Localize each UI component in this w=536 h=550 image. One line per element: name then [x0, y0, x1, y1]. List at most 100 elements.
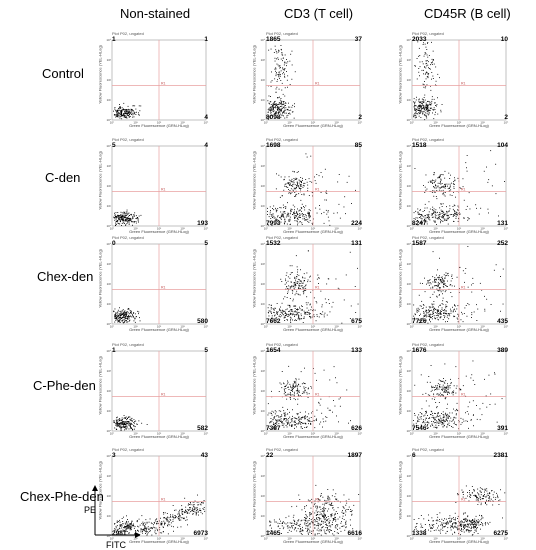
event-dot: [289, 310, 290, 312]
event-dot: [429, 296, 431, 298]
event-dot: [424, 215, 426, 216]
event-dot: [197, 511, 199, 513]
event-dot: [295, 281, 297, 283]
event-dot: [441, 206, 443, 207]
event-dot: [293, 519, 295, 521]
event-dot: [327, 495, 329, 497]
event-dot: [424, 524, 426, 525]
event-dot: [309, 212, 310, 214]
event-dot: [485, 502, 486, 504]
event-dot: [192, 509, 194, 511]
event-dot: [284, 54, 286, 56]
event-dot: [279, 314, 281, 315]
event-dot: [434, 285, 435, 287]
event-dot: [175, 509, 177, 511]
event-dot: [133, 116, 135, 118]
event-dot: [452, 391, 453, 393]
event-dot: [297, 385, 299, 387]
event-dot: [422, 527, 424, 528]
event-dot: [453, 519, 455, 520]
event-dot: [429, 524, 430, 525]
event-dot: [465, 512, 466, 514]
event-dot: [135, 531, 137, 533]
event-dot: [117, 212, 119, 213]
event-dot: [481, 488, 483, 490]
event-dot: [280, 106, 281, 107]
event-dot: [285, 288, 287, 290]
event-dot: [428, 376, 430, 377]
event-dot: [337, 513, 338, 514]
event-dot: [128, 421, 130, 423]
event-dot: [279, 77, 280, 79]
event-dot: [276, 426, 277, 428]
x-tick-label: 10²: [311, 121, 315, 125]
gate-label: R1: [161, 498, 166, 502]
event-dot: [182, 517, 184, 519]
event-dot: [282, 107, 283, 109]
event-dot: [424, 119, 426, 121]
event-dot: [278, 420, 280, 422]
event-dot: [285, 112, 287, 114]
event-dot: [443, 216, 445, 217]
event-dot: [279, 96, 280, 98]
event-dot: [463, 526, 465, 527]
event-dot: [418, 518, 420, 519]
event-dot: [448, 210, 450, 212]
event-dot: [314, 512, 316, 514]
event-dot: [127, 526, 129, 528]
event-dot: [134, 318, 136, 319]
event-dot: [414, 218, 416, 220]
event-dot: [282, 406, 284, 408]
event-dot: [278, 71, 280, 73]
event-dot: [304, 182, 306, 184]
event-dot: [130, 108, 132, 110]
event-dot: [128, 527, 130, 528]
event-dot: [187, 524, 188, 526]
event-dot: [336, 524, 338, 526]
event-dot: [274, 105, 276, 107]
event-dot: [120, 422, 121, 424]
event-dot: [437, 185, 439, 187]
event-dot: [120, 313, 122, 315]
event-dot: [153, 526, 155, 528]
event-dot: [319, 518, 320, 520]
event-dot: [304, 506, 306, 507]
event-dot: [456, 385, 458, 387]
event-dot: [292, 189, 294, 191]
event-dot: [415, 105, 417, 107]
event-dot: [464, 528, 465, 529]
event-dot: [113, 420, 115, 422]
event-dot: [197, 504, 199, 505]
event-dot: [121, 320, 123, 322]
event-dot: [440, 279, 442, 281]
event-dot: [162, 526, 164, 528]
event-dot: [435, 281, 436, 283]
event-dot: [281, 101, 282, 103]
event-dot: [290, 389, 292, 391]
event-dot: [327, 278, 329, 280]
event-dot: [323, 515, 325, 517]
event-dot: [124, 423, 125, 425]
event-dot: [431, 385, 432, 387]
event-dot: [418, 319, 420, 321]
event-dot: [295, 285, 297, 286]
event-dot: [454, 532, 456, 534]
event-dot: [474, 518, 476, 520]
event-dot: [280, 218, 282, 220]
event-dot: [286, 272, 288, 274]
event-dot: [283, 64, 285, 66]
event-dot: [435, 520, 437, 522]
event-dot: [283, 418, 285, 420]
event-dot: [151, 534, 153, 536]
event-dot: [127, 423, 129, 425]
event-dot: [345, 511, 347, 513]
event-dot: [271, 414, 273, 416]
event-dot: [447, 527, 449, 529]
event-dot: [130, 524, 132, 526]
event-dot: [336, 525, 338, 527]
event-dot: [130, 422, 132, 424]
event-dot: [279, 309, 280, 311]
event-dot: [442, 221, 444, 222]
event-dot: [309, 220, 311, 222]
